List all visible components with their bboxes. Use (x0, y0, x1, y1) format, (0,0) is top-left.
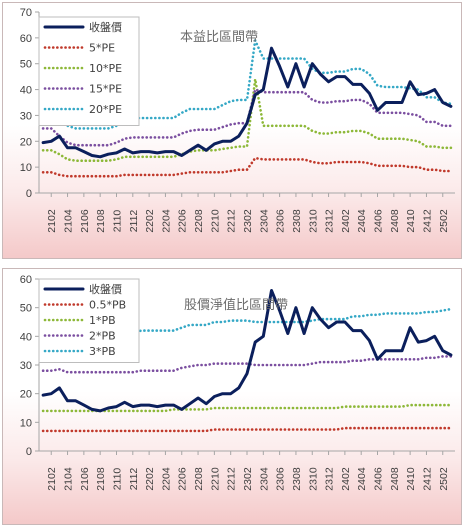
pb-x-tick-label: 2412 (421, 467, 433, 491)
pb-legend-label-1: 0.5*PB (89, 299, 126, 312)
pb-x-tick-label: 2110 (111, 468, 123, 491)
pb-band-chart: 0 10 20 30 40 50 60 2102 2104 2106 2108 2110 2112 220… (20, 274, 455, 491)
pe-y-tick-label: 70 (20, 7, 32, 19)
pb-x-tick-label: 2104 (63, 467, 75, 491)
pe-chart-title: 本益比區間帶 (180, 30, 258, 45)
pb-x-tick-label: 2204 (160, 467, 172, 491)
pb-x-tick-label: 2306 (275, 467, 287, 491)
pe-y-tick-label: 40 (20, 85, 32, 97)
pb-y-tick-label: 30 (20, 360, 32, 372)
pb-chart-title: 股價淨值比區間帶 (184, 297, 288, 313)
pb-x-tick-label: 2402 (340, 467, 352, 491)
pe-band-chart-panel: 0 10 20 30 40 50 60 70 2102 2104 2106 2108 2110 2112 2… (2, 2, 462, 259)
pb-legend-label-3: 2*PB (89, 330, 116, 343)
pe-x-tick-label: 2202 (144, 209, 156, 233)
pe-legend-label-0: 收盤價 (89, 20, 122, 34)
pb-series-line-0 (41, 289, 453, 413)
pb-y-tick-label: 0 (26, 446, 32, 458)
pb-x-tick-label: 2202 (144, 467, 156, 491)
pe-x-tick-label: 2108 (95, 209, 107, 233)
pe-x-tick-label: 2310 (307, 209, 319, 233)
pe-x-tick-label: 2102 (46, 209, 58, 233)
pe-legend-label-3: 15*PE (89, 83, 122, 96)
pe-series-line-1 (41, 156, 453, 178)
pb-y-tick-label: 20 (20, 389, 32, 401)
pb-y-tick-label: 60 (20, 274, 32, 286)
pb-x-tick-label: 2502 (438, 467, 450, 491)
pe-y-tick-label: 0 (26, 188, 32, 200)
pe-x-tick-label: 2208 (193, 209, 205, 233)
pb-x-tick-label: 2206 (177, 467, 189, 491)
pb-series-line-1 (41, 426, 453, 433)
pe-x-tick-label: 2312 (324, 209, 336, 233)
pe-x-tick-label: 2502 (438, 209, 450, 233)
pe-legend-label-1: 5*PE (89, 42, 115, 55)
pb-x-tick-label: 2212 (226, 467, 238, 491)
pe-y-tick-label: 60 (20, 33, 32, 45)
pe-series-line-2 (41, 77, 453, 162)
pe-legend-label-4: 20*PE (89, 103, 122, 116)
pb-x-tick-label: 2404 (356, 467, 368, 491)
pb-series-line-3 (41, 355, 453, 374)
pe-x-tick-label: 2302 (242, 209, 254, 233)
pe-y-tick-label: 20 (20, 136, 32, 148)
pe-x-tick-label: 2104 (63, 209, 75, 233)
pb-y-tick-label: 40 (20, 331, 32, 343)
pe-x-tick-label: 2206 (177, 209, 189, 233)
pe-x-tick-label: 2106 (79, 209, 91, 233)
pe-band-chart: 0 10 20 30 40 50 60 70 2102 2104 2106 2108 2110 2112 2… (20, 7, 455, 233)
pe-x-tick-label: 2410 (405, 209, 417, 233)
pb-legend: 收盤價 0.5*PB 1*PB 2*PB 3*PB (38, 278, 140, 363)
pb-x-tick-label: 2308 (291, 467, 303, 491)
pb-x-tick-label: 2106 (79, 467, 91, 491)
pe-x-tick-label: 2412 (421, 209, 433, 233)
pb-legend-label-4: 3*PB (89, 345, 116, 358)
pe-series-line-0 (41, 46, 453, 159)
pe-y-tick-label: 10 (20, 162, 32, 174)
pb-y-tick-label: 10 (20, 417, 32, 429)
pb-x-tick-label: 2208 (193, 467, 205, 491)
pe-x-tick-label: 2306 (275, 209, 287, 233)
pe-x-tick-label: 2304 (258, 209, 270, 233)
pe-y-tick-label: 30 (20, 110, 32, 122)
pb-band-chart-panel: 0 10 20 30 40 50 60 2102 2104 2106 2108 2110 2112 220… (2, 268, 462, 525)
pb-x-tick-label: 2302 (242, 467, 254, 491)
pe-x-tick-label: 2110 (111, 210, 123, 233)
pe-x-tick-label: 2402 (340, 209, 352, 233)
pe-legend-box (38, 16, 140, 126)
pe-x-tick-label: 2112 (128, 210, 140, 233)
pe-x-tick-label: 2404 (356, 209, 368, 233)
pb-x-tick-label: 2108 (95, 467, 107, 491)
pe-legend: 收盤價 5*PE 10*PE 15*PE 20*PE (38, 16, 140, 126)
pe-x-tick-label: 2308 (291, 209, 303, 233)
pb-x-tick-label: 2410 (405, 467, 417, 491)
pe-x-tick-label: 2408 (389, 209, 401, 233)
pe-x-tick-label: 2406 (373, 209, 385, 233)
pb-legend-label-0: 收盤價 (89, 282, 122, 296)
pe-x-tick-label: 2204 (160, 209, 172, 233)
pb-x-tick-label: 2408 (389, 467, 401, 491)
pb-x-tick-label: 2112 (128, 468, 140, 491)
pe-legend-label-2: 10*PE (89, 62, 122, 75)
pb-x-tick-label: 2310 (307, 467, 319, 491)
pb-x-tick-label: 2312 (324, 467, 336, 491)
pb-x-tick-label: 2210 (209, 467, 221, 491)
pb-legend-label-2: 1*PB (89, 314, 116, 327)
pb-x-tick-label: 2102 (46, 467, 58, 491)
pe-y-tick-label: 50 (20, 59, 32, 71)
pb-x-tick-label: 2304 (258, 467, 270, 491)
pe-x-tick-label: 2210 (209, 209, 221, 233)
pb-x-tick-label: 2406 (373, 467, 385, 491)
pb-series-line-2 (41, 403, 453, 413)
pb-legend-box (38, 278, 140, 363)
pe-x-tick-label: 2212 (226, 209, 238, 233)
pb-y-tick-label: 50 (20, 303, 32, 315)
